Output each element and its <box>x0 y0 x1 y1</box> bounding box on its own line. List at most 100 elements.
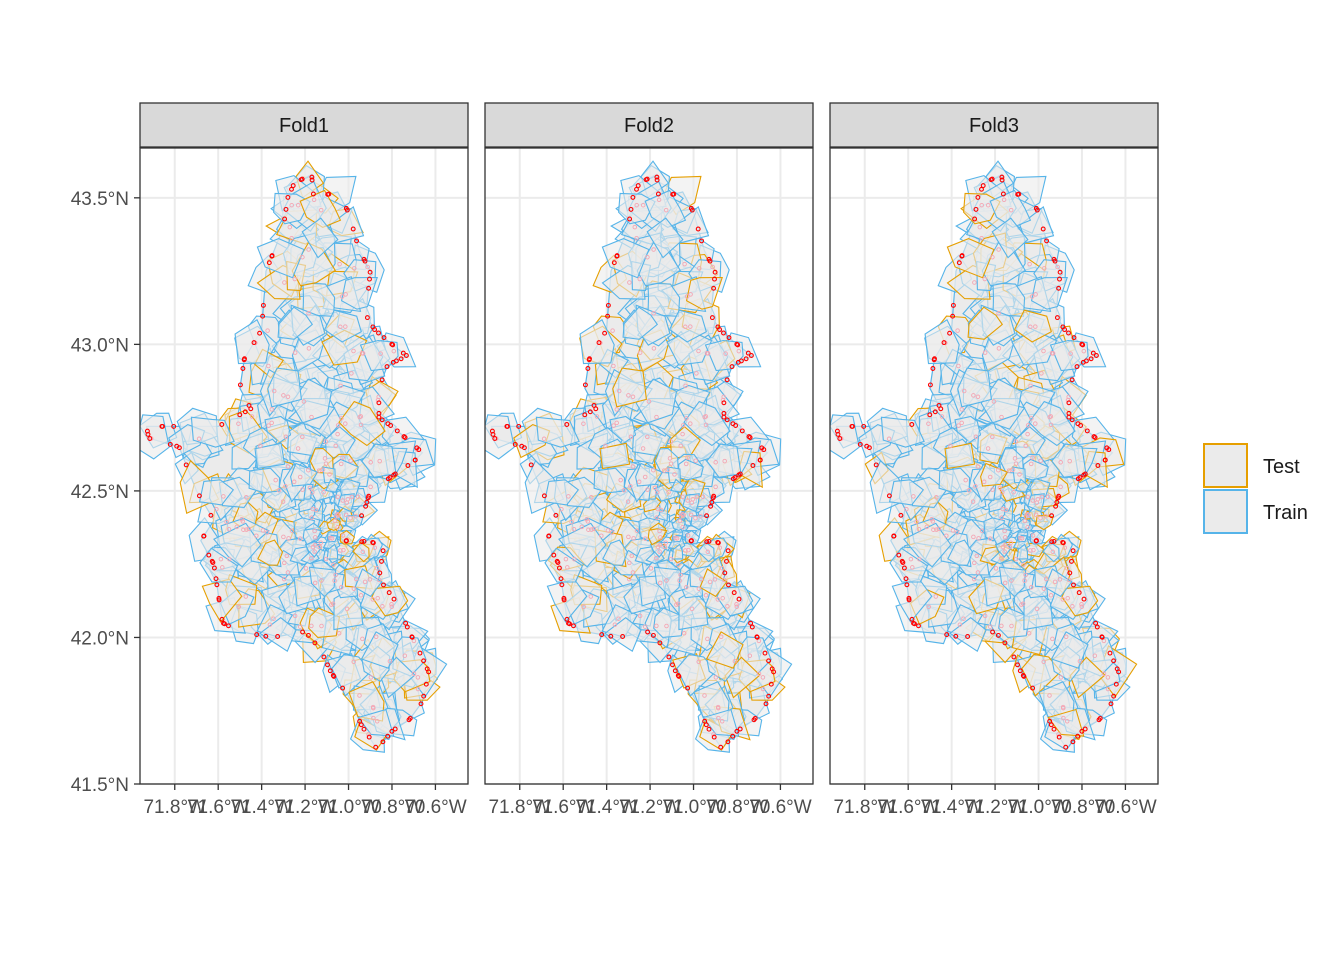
centroid-point <box>1066 577 1072 583</box>
centroid-point <box>281 576 287 582</box>
edge-point <box>635 183 641 189</box>
centroid-point <box>634 528 640 533</box>
centroid-point <box>996 247 1001 252</box>
centroid-point <box>979 235 984 241</box>
centroid-point <box>1070 604 1075 609</box>
edge-point <box>367 269 373 275</box>
centroid-point <box>926 604 932 610</box>
edge-point <box>144 428 150 434</box>
centroid-point <box>224 519 229 525</box>
centroid-point <box>954 530 960 535</box>
panel-border <box>139 147 469 785</box>
edge-point <box>725 548 731 554</box>
edge-point <box>309 177 315 183</box>
centroid-point <box>1038 458 1043 463</box>
centroid-point <box>734 604 740 609</box>
edge-point <box>1002 640 1008 646</box>
centroid-point <box>719 719 725 724</box>
edge-point <box>492 436 498 441</box>
edge-point <box>645 629 651 635</box>
tract-train <box>716 585 754 617</box>
edge-point <box>972 216 978 222</box>
centroid-point <box>1020 601 1026 606</box>
centroid-point <box>1000 490 1005 495</box>
tract-test <box>944 442 976 470</box>
edge-point <box>743 356 749 362</box>
centroid-point <box>654 555 659 561</box>
tract-train <box>325 478 340 493</box>
edge-point <box>387 475 393 481</box>
centroid-point <box>389 602 394 607</box>
centroid-point <box>318 540 324 545</box>
edge-point <box>1082 471 1088 477</box>
centroid-point <box>929 517 934 522</box>
tract-train <box>267 367 303 408</box>
edge-point <box>1088 356 1094 362</box>
edge-point <box>757 457 763 463</box>
tract-test <box>1061 585 1099 617</box>
centroid-point <box>700 494 706 500</box>
centroid-point <box>628 484 633 489</box>
tract-train <box>1051 443 1087 478</box>
centroid-point <box>289 235 294 241</box>
tract-train <box>706 443 742 478</box>
edge-point <box>1030 685 1036 691</box>
centroid-point <box>696 348 701 354</box>
centroid-point <box>338 324 343 330</box>
centroid-point <box>662 544 668 550</box>
edge-point <box>366 734 372 740</box>
centroid-point <box>1029 585 1034 590</box>
centroid-point <box>630 464 636 469</box>
edge-point <box>392 471 398 477</box>
edge-point <box>554 558 560 564</box>
centroid-point <box>974 553 980 559</box>
edge-point <box>909 616 915 622</box>
centroid-point <box>594 414 600 419</box>
centroid-point <box>734 602 739 607</box>
edge-point <box>725 739 731 745</box>
edge-point <box>373 744 379 750</box>
edge-point <box>614 253 620 259</box>
edge-point <box>762 650 768 656</box>
edge-point <box>605 313 611 319</box>
centroid-point <box>306 346 312 351</box>
centroid-point <box>628 434 634 440</box>
centroid-point <box>910 565 915 570</box>
centroid-point <box>348 515 353 521</box>
edge-point <box>251 340 257 346</box>
centroid-point <box>387 658 393 664</box>
centroid-point <box>651 311 656 316</box>
centroid-point <box>246 526 252 532</box>
centroid-point <box>712 577 718 582</box>
edge-point <box>735 342 741 348</box>
edge-point <box>1071 582 1076 588</box>
tract-train <box>354 568 383 598</box>
edge-point <box>587 409 593 415</box>
centroid-point <box>563 556 569 562</box>
edge-point <box>384 364 390 370</box>
tract-train <box>991 217 1029 259</box>
edge-point <box>1066 410 1072 416</box>
centroid-point <box>630 570 636 575</box>
centroid-point <box>1028 461 1034 467</box>
edge-point <box>219 422 225 427</box>
edge-point <box>1044 238 1050 244</box>
centroid-point <box>249 414 255 419</box>
edge-point <box>269 253 275 259</box>
edge-point <box>587 356 592 362</box>
edge-point <box>1093 620 1099 626</box>
facet-panels: Fold171.8°W71.6°W71.4°W71.2°W71.0°W70.8°… <box>139 102 1159 818</box>
edge-point <box>751 717 757 723</box>
edge-point <box>1066 330 1071 336</box>
tract-polygons <box>485 160 793 753</box>
centroid-point <box>281 534 286 540</box>
centroid-point <box>402 653 408 658</box>
centroid-point <box>1030 498 1035 503</box>
tract-train <box>254 442 286 470</box>
edge-point <box>950 313 956 319</box>
centroid-point <box>1065 397 1071 403</box>
edge-point <box>582 412 588 418</box>
centroid-point <box>1064 719 1070 724</box>
centroid-point <box>319 623 324 629</box>
centroid-point <box>370 704 376 710</box>
